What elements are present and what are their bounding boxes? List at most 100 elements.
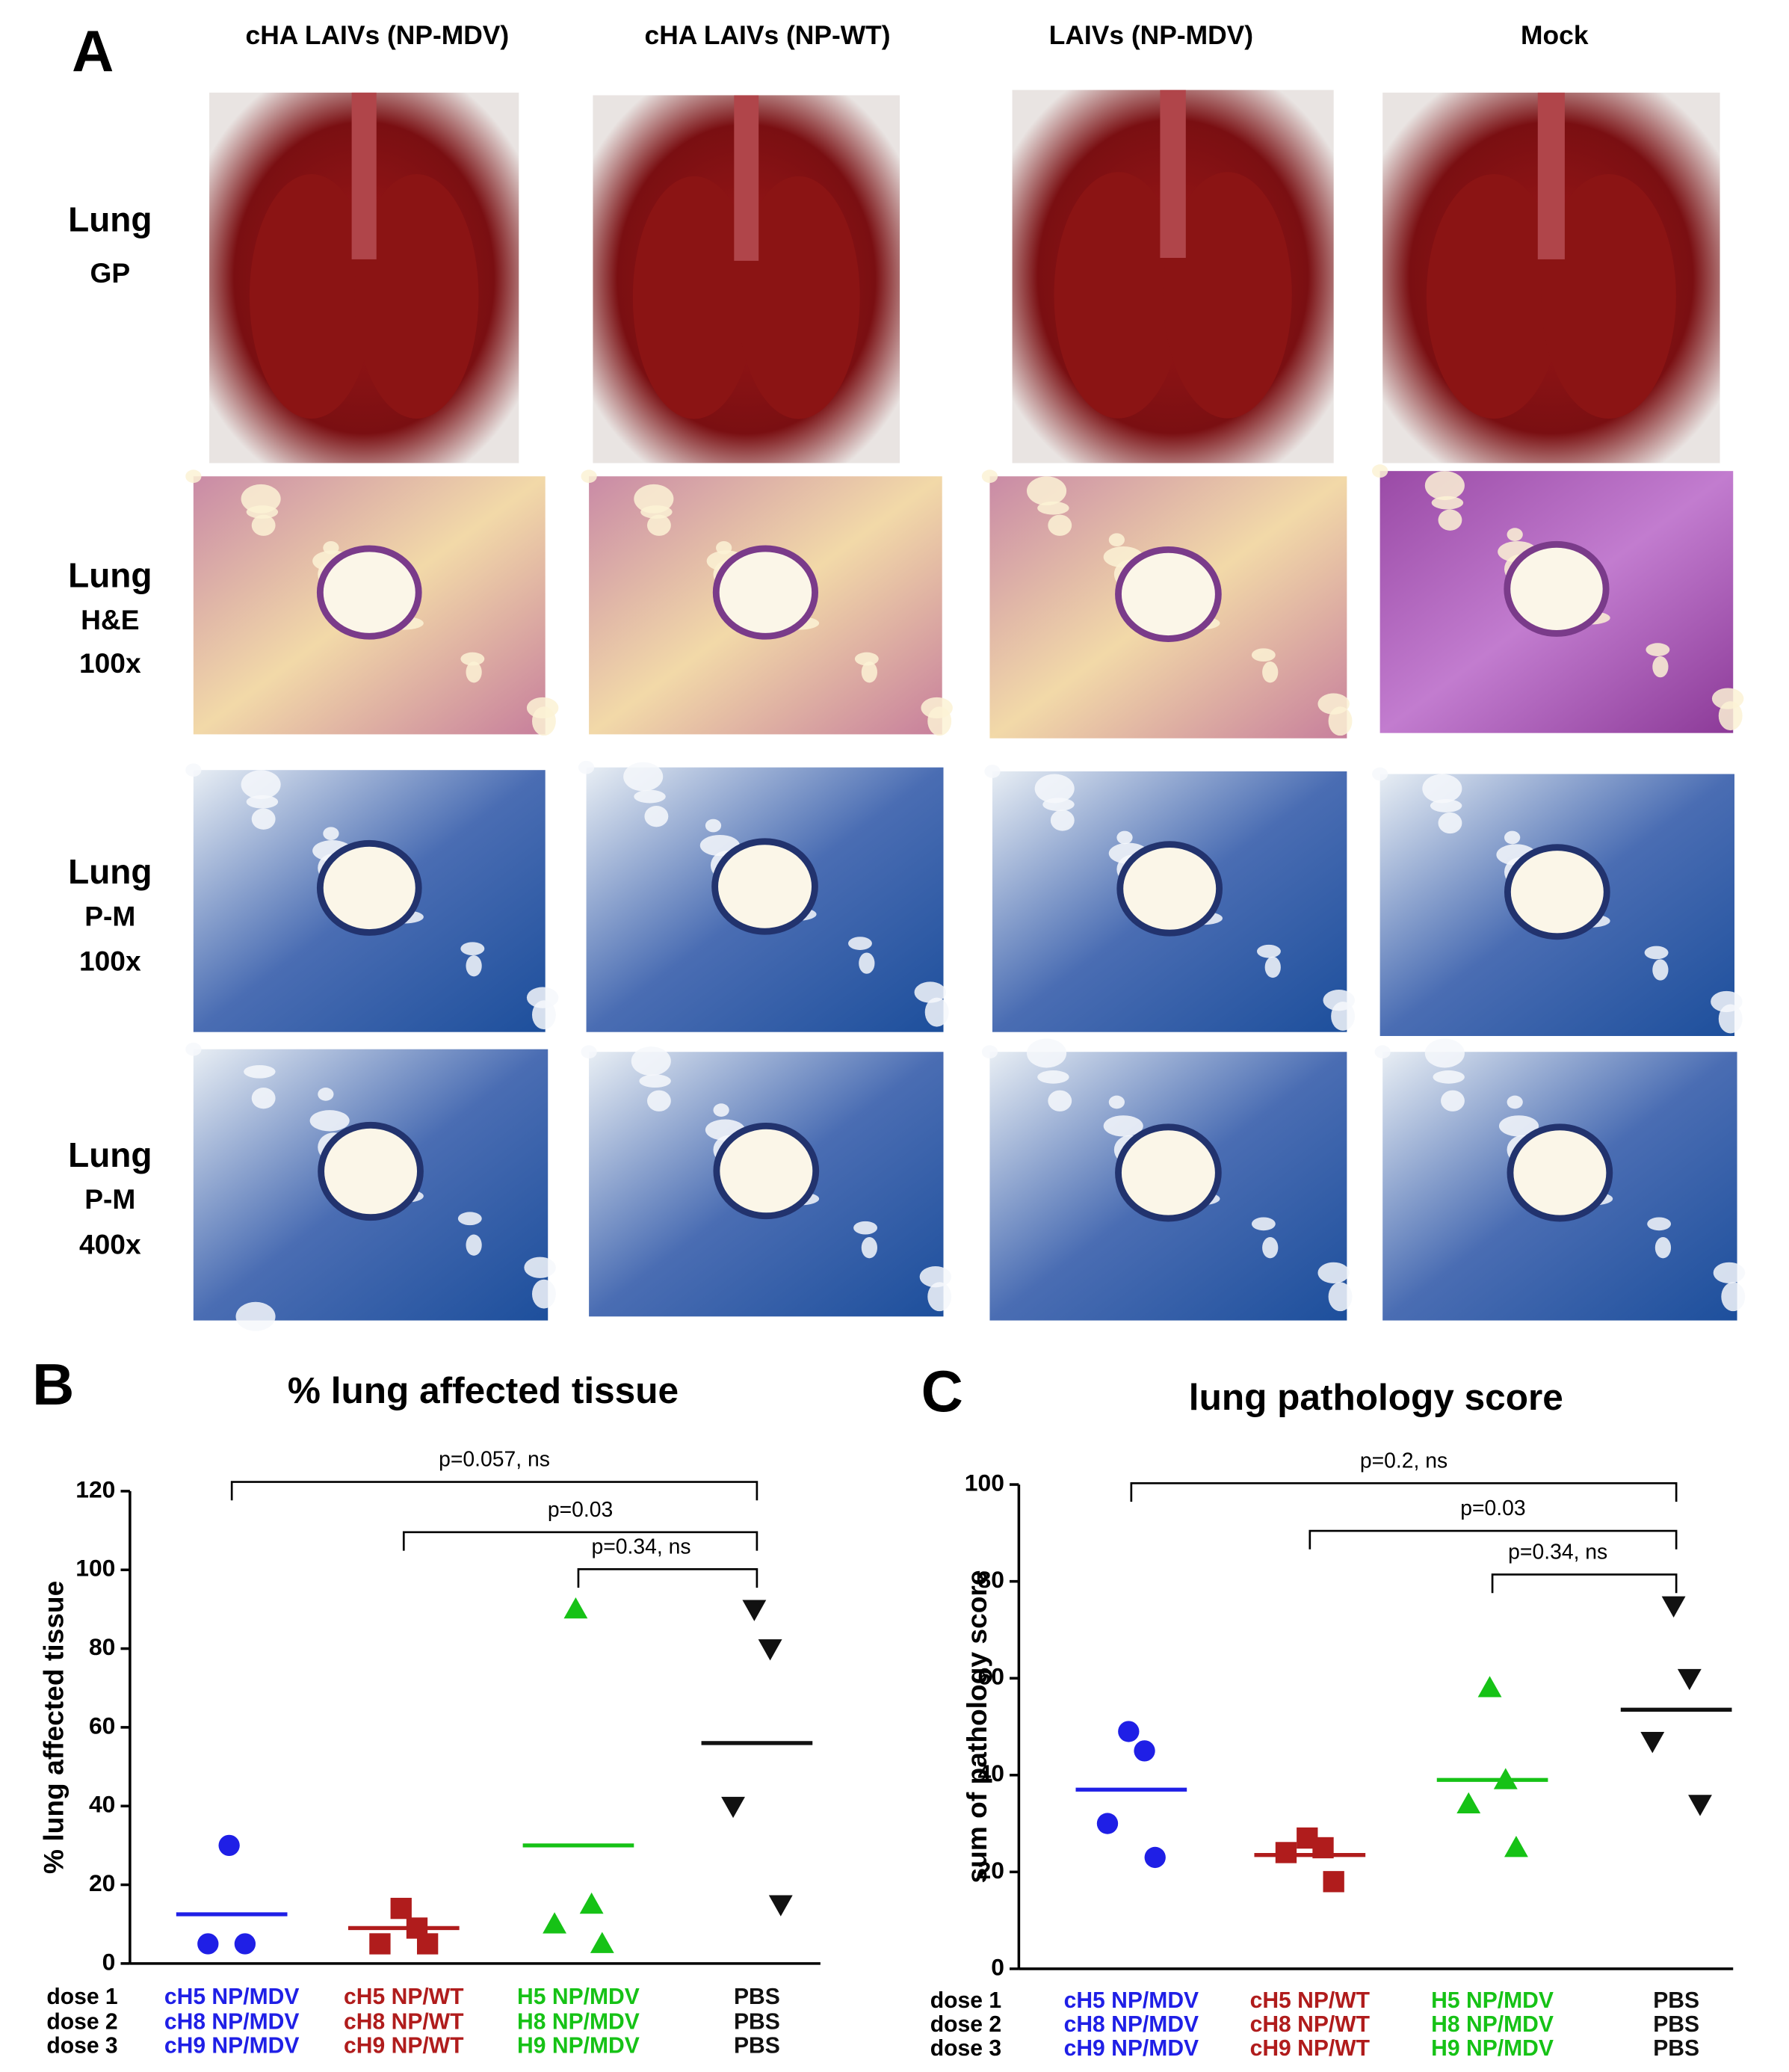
chart-title: % lung affected tissue — [288, 1369, 679, 1411]
group-label: H5 NP/MDV — [517, 1985, 640, 2009]
point — [563, 1597, 588, 1619]
alveolus — [185, 763, 202, 777]
trachea — [1537, 92, 1565, 259]
alveolus — [185, 469, 202, 484]
point — [234, 1933, 256, 1955]
column-header: Mock — [1521, 20, 1589, 50]
alveolus — [1711, 688, 1744, 709]
alveolus — [251, 514, 276, 536]
group-label: PBS — [734, 2033, 780, 2058]
alveolus — [854, 652, 879, 666]
row-label: H&E — [81, 604, 139, 635]
airway — [711, 838, 818, 935]
point — [1275, 1842, 1297, 1863]
point — [369, 1933, 391, 1955]
lung-lobe — [1426, 173, 1562, 419]
trachea — [1160, 90, 1186, 258]
alveolus — [1262, 662, 1279, 683]
alveolus — [323, 827, 339, 841]
alveolus — [235, 1301, 276, 1331]
point — [1677, 1668, 1702, 1691]
alveolus — [848, 937, 872, 950]
significance-bracket — [230, 1481, 758, 1501]
alveolus — [466, 662, 482, 683]
panel-label: A — [72, 18, 114, 84]
y-tick-label: 120 — [75, 1476, 115, 1502]
row-label: 400x — [79, 1228, 141, 1259]
lung-lobe — [737, 176, 860, 419]
lung-lobe — [249, 173, 374, 419]
significance-bracket — [1130, 1481, 1678, 1502]
panel-label: B — [32, 1351, 74, 1417]
alveolus — [1108, 533, 1125, 547]
point — [721, 1796, 745, 1819]
alveolus — [1048, 1090, 1072, 1111]
alveolus — [1048, 514, 1072, 536]
lung-lobe — [1054, 172, 1183, 419]
y-tick-label: 100 — [75, 1555, 115, 1582]
point — [579, 1892, 604, 1914]
dose-label: dose 2 — [930, 2012, 1001, 2037]
point — [1456, 1792, 1481, 1814]
group-label: cH9 NP/WT — [344, 2033, 464, 2058]
p-value: p=0.34, ns — [1508, 1541, 1607, 1564]
alveolus — [1498, 1115, 1539, 1137]
y-tick-label: 0 — [991, 1953, 1004, 1980]
point — [1661, 1596, 1686, 1618]
point — [1323, 1871, 1344, 1893]
alveolus — [859, 952, 875, 974]
alveolus — [323, 540, 339, 555]
group-label: cH9 NP/WT — [1250, 2036, 1371, 2061]
lung-lobe — [354, 173, 479, 419]
alveolus — [914, 981, 947, 1003]
airway — [1116, 841, 1223, 937]
alveolus — [984, 765, 1001, 778]
alveolus — [1646, 643, 1670, 656]
group-label: PBS — [1653, 1988, 1699, 2013]
lung-lobe — [1541, 173, 1676, 419]
group-label: H8 NP/MDV — [1431, 2012, 1554, 2037]
point — [197, 1933, 219, 1955]
alveolus — [526, 697, 559, 719]
alveolus — [634, 789, 666, 804]
alveolus — [1438, 509, 1462, 531]
row-label: Lung — [68, 200, 152, 239]
alveolus — [1264, 956, 1281, 978]
group-label: PBS — [1653, 2036, 1699, 2061]
alveolus — [639, 1074, 671, 1088]
significance-bracket — [402, 1531, 758, 1551]
alveolus — [1372, 464, 1388, 478]
p-value: p=0.34, ns — [592, 1535, 691, 1559]
row-label: P-M — [84, 900, 135, 931]
alveolus — [581, 1045, 597, 1059]
alveolus — [1317, 1262, 1350, 1284]
airway — [316, 839, 422, 936]
y-tick-label: 40 — [89, 1791, 115, 1818]
group-label: cH5 NP/WT — [344, 1985, 464, 2009]
dose-label: dose 1 — [46, 1985, 117, 2009]
alveolus — [526, 987, 559, 1008]
alveolus — [1251, 1217, 1276, 1231]
alveolus — [1027, 1038, 1067, 1068]
alveolus — [578, 760, 595, 774]
airway — [1504, 844, 1610, 940]
y-axis-label: sum of pathology score — [961, 1570, 992, 1883]
alveolus — [1721, 1282, 1746, 1312]
row-label: Lung — [68, 556, 152, 595]
alveolus — [1034, 774, 1075, 804]
dose-label: dose 1 — [930, 1988, 1001, 2013]
y-tick-label: 20 — [977, 1857, 1004, 1884]
alveolus — [460, 652, 485, 666]
alveolus — [1116, 830, 1133, 845]
alveolus — [644, 806, 669, 827]
alveolus — [1424, 1038, 1465, 1068]
point — [1118, 1721, 1140, 1742]
group-label: cH9 NP/MDV — [164, 2033, 300, 2058]
alveolus — [981, 469, 998, 484]
dose-label: dose 3 — [930, 2036, 1001, 2061]
alveolus — [241, 484, 281, 514]
y-tick-label: 60 — [89, 1712, 115, 1739]
airway — [1115, 1123, 1222, 1222]
panel-label: C — [921, 1358, 963, 1424]
point — [1096, 1813, 1119, 1834]
